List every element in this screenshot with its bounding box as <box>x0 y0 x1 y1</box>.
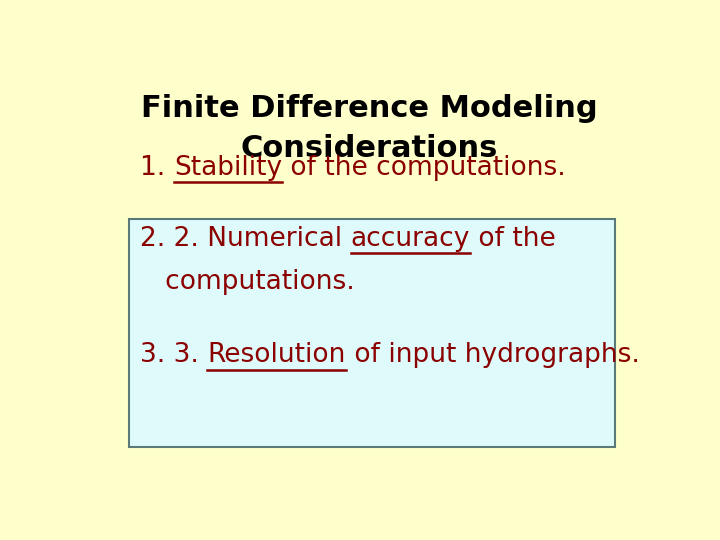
Text: 3. 3.: 3. 3. <box>140 342 207 368</box>
Text: of the: of the <box>470 226 556 252</box>
Text: Resolution: Resolution <box>207 342 346 368</box>
FancyBboxPatch shape <box>129 219 615 447</box>
Text: 2. 2. Numerical: 2. 2. Numerical <box>140 226 351 252</box>
Text: 1.: 1. <box>140 155 174 181</box>
Text: Stability: Stability <box>174 155 282 181</box>
Text: accuracy: accuracy <box>351 226 470 252</box>
Text: of input hydrographs.: of input hydrographs. <box>346 342 640 368</box>
Text: of the computations.: of the computations. <box>282 155 566 181</box>
Text: Finite Difference Modeling
Considerations: Finite Difference Modeling Consideration… <box>140 94 598 164</box>
Text: computations.: computations. <box>140 269 355 295</box>
